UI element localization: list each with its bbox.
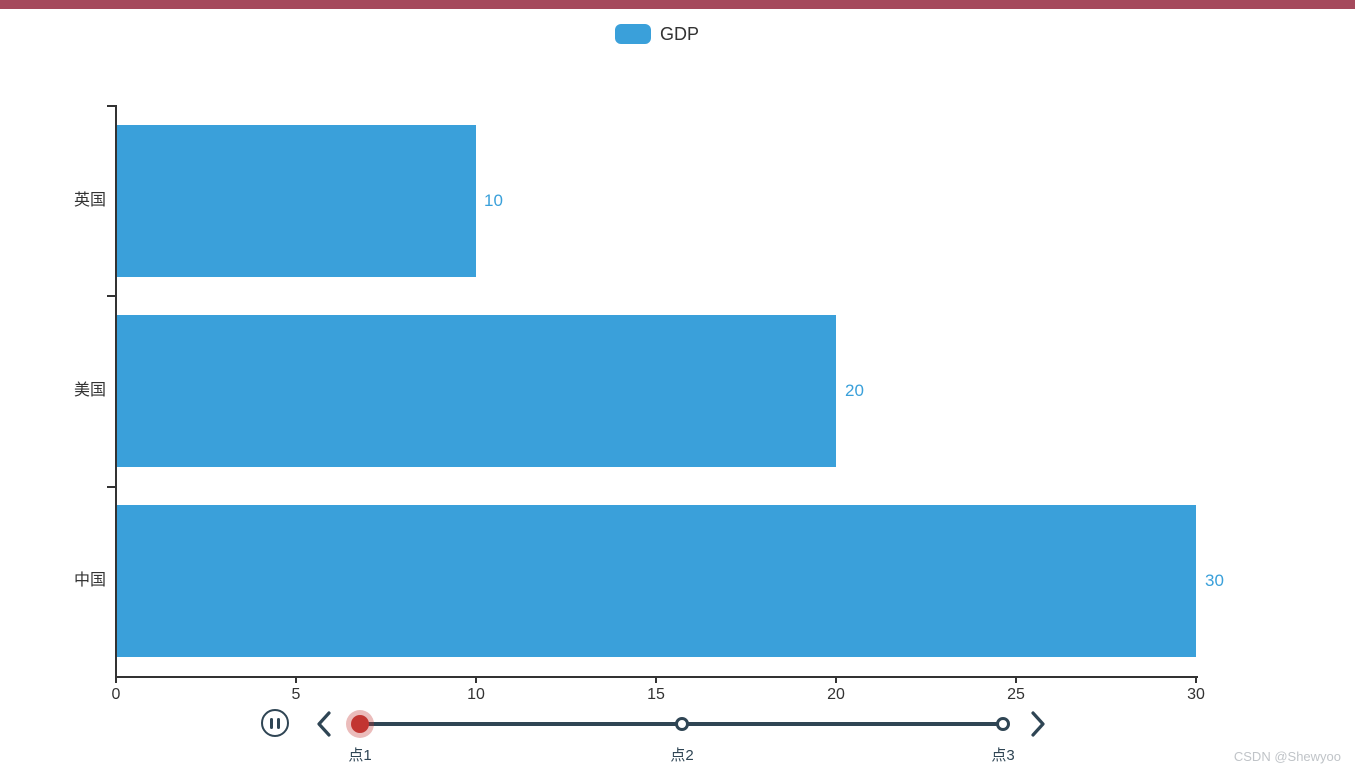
timeline-point2[interactable] <box>675 717 689 731</box>
timeline-next-button[interactable] <box>1028 709 1048 739</box>
x-axis-tick <box>1015 678 1017 683</box>
y-axis-tick <box>107 105 115 107</box>
y-axis-tick <box>107 486 115 488</box>
x-axis-label-15: 15 <box>647 686 665 703</box>
y-axis-label-uk: 英国 <box>73 192 106 209</box>
top-accent-bar <box>0 0 1355 9</box>
chevron-left-icon <box>317 711 331 737</box>
watermark: CSDN @Shewyoo <box>1233 749 1341 764</box>
chevron-right-icon <box>1031 711 1045 737</box>
bar-value-label-uk: 10 <box>484 191 503 210</box>
bar-china[interactable] <box>117 505 1196 657</box>
x-axis-label-0: 0 <box>111 686 121 703</box>
x-axis-tick <box>475 678 477 683</box>
timeline-prev-button[interactable] <box>314 709 334 739</box>
timeline-label-point1[interactable]: 点1 <box>348 747 372 764</box>
x-axis-label-30: 30 <box>1187 686 1205 703</box>
x-axis-label-5: 5 <box>291 686 301 703</box>
y-axis-line <box>115 105 117 678</box>
timeline-pause-button[interactable] <box>261 709 289 737</box>
x-axis-label-10: 10 <box>467 686 485 703</box>
y-axis-label-china: 中国 <box>73 572 106 589</box>
timeline-label-point2[interactable]: 点2 <box>670 747 694 764</box>
x-axis-label-25: 25 <box>1007 686 1025 703</box>
bar-value-label-usa: 20 <box>845 381 864 400</box>
x-axis-tick <box>1195 678 1197 683</box>
legend-marker-icon <box>615 24 651 44</box>
x-axis-tick <box>295 678 297 683</box>
x-axis-tick <box>655 678 657 683</box>
x-axis-tick <box>835 678 837 683</box>
timeline-label-point3[interactable]: 点3 <box>991 747 1015 764</box>
bar-usa[interactable] <box>117 315 836 467</box>
x-axis-tick <box>115 678 117 683</box>
legend-label: GDP <box>660 24 700 44</box>
pause-icon <box>277 717 280 729</box>
legend-item-gdp[interactable]: GDP <box>615 24 699 44</box>
y-axis-tick <box>107 295 115 297</box>
y-axis-label-usa: 美国 <box>73 382 106 399</box>
bar-value-label-china: 30 <box>1205 571 1224 590</box>
timeline-checkpoint-point1[interactable] <box>351 715 369 733</box>
x-axis-line <box>115 676 1198 678</box>
timeline-point3[interactable] <box>996 717 1010 731</box>
pause-icon <box>270 717 273 729</box>
x-axis-label-20: 20 <box>827 686 845 703</box>
bar-uk[interactable] <box>117 125 476 277</box>
